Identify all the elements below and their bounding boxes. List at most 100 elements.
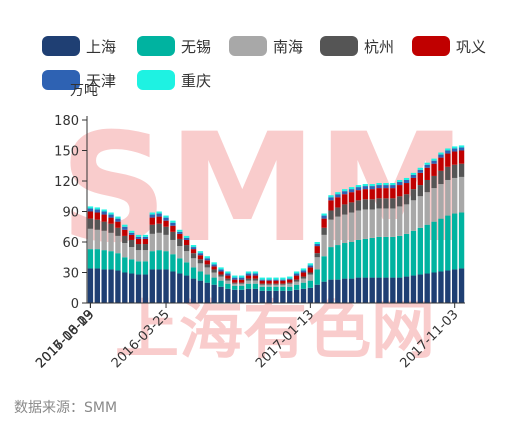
bar-segment	[293, 279, 300, 282]
bar-segment	[342, 189, 348, 192]
bar-segment	[314, 257, 320, 270]
bar-segment	[197, 280, 204, 303]
bar-segment	[183, 245, 190, 252]
bar-segment	[218, 276, 224, 281]
bar-segment	[225, 288, 231, 303]
bar-segment	[115, 216, 121, 219]
bar-segment	[252, 273, 259, 276]
bar-segment	[225, 283, 231, 289]
bar-segment	[390, 183, 396, 186]
bar-segment	[369, 237, 375, 278]
bar-segment	[445, 179, 451, 216]
bar-segment	[94, 219, 100, 230]
bar-segment	[321, 215, 327, 219]
legend-item[interactable]: 巩义	[412, 36, 486, 56]
legend-item[interactable]: 杭州	[320, 36, 394, 56]
bar-segment	[211, 269, 217, 273]
bar-segment	[245, 278, 252, 281]
bar-segment	[287, 278, 293, 280]
bar-segment	[362, 189, 369, 200]
bar-segment	[183, 235, 190, 238]
y-tick-label: 0	[71, 297, 79, 312]
bar-segment	[293, 275, 300, 280]
bar-segment	[321, 256, 327, 282]
bar-segment	[424, 164, 430, 168]
legend-item[interactable]: 天津	[42, 70, 116, 90]
bar-segment	[128, 230, 135, 233]
y-tick-label: 60	[62, 236, 79, 251]
bar-segment	[94, 229, 100, 250]
bar-segment	[280, 280, 286, 284]
bar-segment	[445, 215, 451, 271]
bar-segment	[252, 283, 259, 289]
bar-segment	[87, 268, 94, 303]
bar-segment	[445, 148, 451, 151]
bar-segment	[335, 194, 341, 198]
bar-segment	[204, 258, 210, 261]
bar-segment	[383, 236, 389, 278]
bar-segment	[204, 256, 210, 259]
legend-item[interactable]: 无锡	[137, 36, 211, 56]
bar-segment	[149, 214, 155, 218]
bar-segment	[410, 275, 417, 303]
bar-segment	[280, 277, 286, 280]
bar-segment	[383, 277, 389, 303]
y-tick-label: 180	[54, 114, 79, 129]
bar-segment	[383, 188, 389, 199]
bar-segment	[417, 274, 424, 303]
bar-segment	[135, 261, 142, 275]
bar-segment	[238, 285, 245, 290]
bar-segment	[177, 229, 183, 232]
bar-segment	[287, 286, 293, 291]
bar-segment	[280, 284, 286, 287]
bar-segment	[245, 283, 252, 289]
bar-segment	[163, 226, 169, 235]
bar-segment	[390, 188, 396, 199]
bar-segment	[314, 269, 320, 285]
bar-segment	[266, 277, 272, 280]
bar-segment	[307, 272, 314, 275]
bar-segment	[452, 151, 458, 165]
bar-segment	[307, 265, 314, 268]
bar-segment	[190, 267, 197, 279]
bar-segment	[142, 236, 149, 239]
bar-segment	[142, 274, 149, 303]
bar-segment	[438, 154, 444, 158]
bar-segment	[232, 277, 238, 280]
bar-segment	[259, 290, 265, 303]
legend-item[interactable]: 上海	[42, 36, 116, 56]
bar-segment	[101, 250, 107, 270]
bar-segment	[383, 183, 389, 186]
y-tick-label: 150	[54, 145, 79, 160]
bar-segment	[238, 275, 245, 278]
bar-segment	[410, 174, 417, 178]
bar-segment	[307, 274, 314, 281]
legend-item[interactable]: 南海	[229, 36, 303, 56]
bar-segment	[438, 184, 444, 219]
bar-segment	[108, 217, 114, 224]
bar-segment	[156, 213, 162, 217]
bar-segment	[149, 233, 155, 252]
bar-segment	[170, 271, 176, 303]
bar-segment	[163, 269, 169, 303]
bar-segment	[293, 289, 300, 303]
bar-segment	[362, 238, 369, 278]
legend-label: 无锡	[181, 38, 211, 56]
bar-segment	[335, 207, 341, 217]
bar-segment	[417, 227, 424, 275]
y-tick-label: 30	[62, 267, 79, 282]
bar-segment	[348, 242, 355, 279]
legend-label: 巩义	[456, 38, 486, 56]
bar-segment	[403, 233, 410, 277]
legend-item[interactable]: 重庆	[137, 70, 211, 90]
bar-segment	[238, 282, 245, 284]
bar-segment	[369, 209, 375, 238]
bar-segment	[87, 206, 94, 209]
bar-segment	[335, 192, 341, 195]
bar-segment	[397, 235, 403, 278]
legend-label: 上海	[86, 38, 116, 56]
bar-segment	[211, 264, 217, 267]
bar-segment	[204, 282, 210, 303]
bar-segment	[177, 231, 183, 234]
bar-segment	[362, 186, 369, 190]
